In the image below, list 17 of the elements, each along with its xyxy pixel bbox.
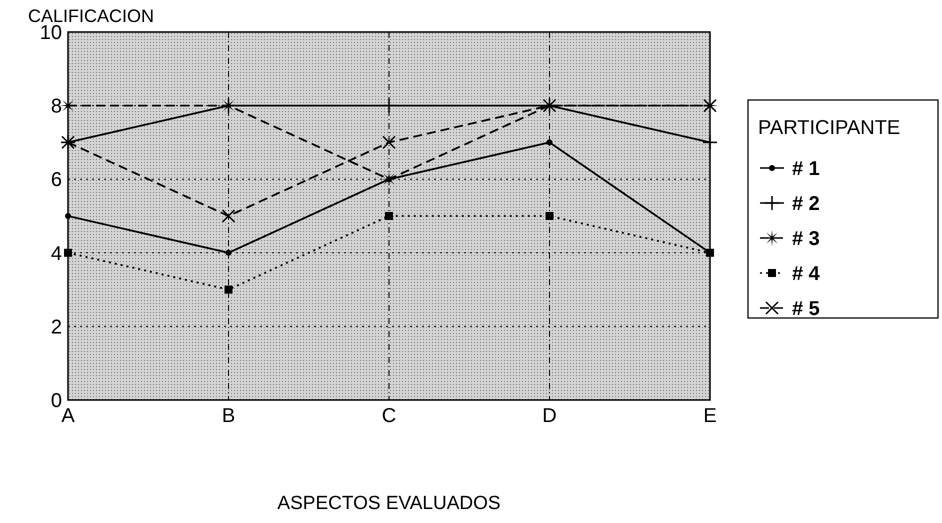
y-tick-label: 8: [50, 96, 62, 118]
y-tick-label: 2: [50, 316, 62, 338]
legend-title: PARTICIPANTE: [758, 117, 900, 139]
y-tick-label: 0: [50, 390, 62, 412]
x-tick-label: B: [222, 405, 236, 427]
y-tick-label: 4: [50, 242, 62, 265]
x-tick-label: E: [703, 405, 717, 427]
x-tick-label: C: [382, 405, 396, 427]
legend-label: # 2: [792, 193, 820, 215]
x-axis-title: ASPECTOS EVALUADOS: [277, 493, 501, 514]
legend-label: # 1: [792, 158, 820, 180]
y-tick-label: 6: [50, 169, 62, 192]
x-tick-label: A: [61, 405, 76, 427]
legend-label: # 3: [792, 228, 820, 250]
x-tick-label: D: [542, 405, 557, 427]
legend-label: # 4: [792, 263, 821, 285]
legend-label: # 5: [792, 298, 820, 320]
